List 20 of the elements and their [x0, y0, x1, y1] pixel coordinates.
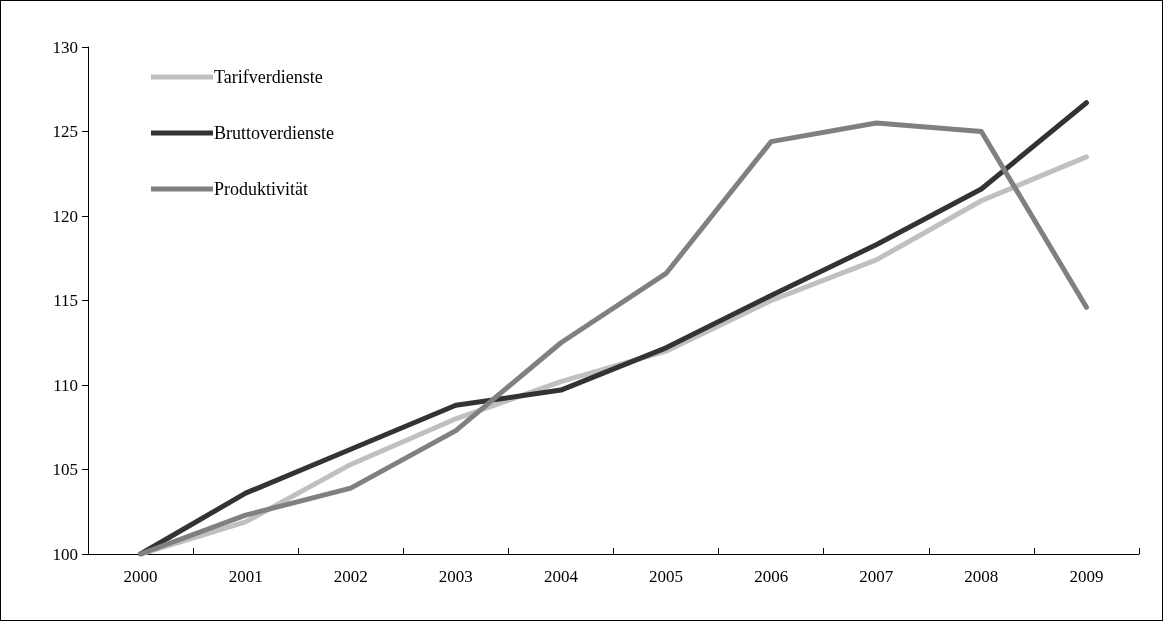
y-tick-label: 120 — [52, 206, 78, 226]
x-tick-label: 2002 — [333, 567, 368, 586]
y-tick-label: 130 — [52, 37, 78, 57]
y-tick-label: 105 — [52, 460, 78, 479]
legend-label: Tarifverdienste — [214, 67, 323, 87]
legend-label: Bruttoverdienste — [214, 123, 334, 143]
x-tick-label: 2009 — [1069, 567, 1104, 586]
legend-label: Produktivität — [214, 179, 308, 199]
y-tick-label: 115 — [53, 291, 78, 310]
x-tick-label: 2000 — [123, 567, 158, 586]
y-tick-label: 125 — [52, 122, 78, 141]
y-tick-label: 110 — [53, 375, 78, 395]
x-tick-label: 2008 — [964, 567, 999, 586]
x-tick-label: 2007 — [859, 567, 894, 586]
y-tick-label: 100 — [52, 544, 78, 564]
x-tick-label: 2004 — [543, 567, 579, 586]
x-tick-label: 2006 — [754, 567, 789, 586]
x-tick-label: 2001 — [228, 567, 263, 586]
x-tick-label: 2005 — [649, 567, 684, 586]
x-tick-label: 2003 — [438, 567, 473, 586]
